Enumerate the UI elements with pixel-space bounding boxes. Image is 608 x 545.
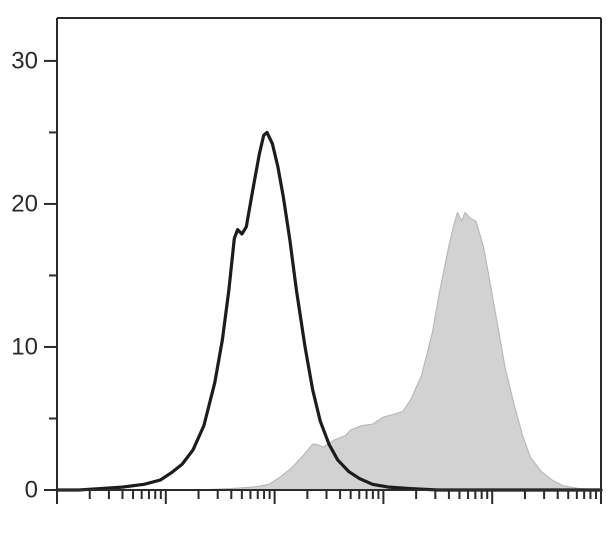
y-tick-label: 10: [11, 333, 38, 360]
chart-svg: 0 10 20 30: [0, 0, 608, 545]
y-tick-label: 30: [11, 47, 38, 74]
flow-histogram: 0 10 20 30: [0, 0, 608, 545]
y-tick-label: 0: [25, 476, 38, 503]
y-tick-label: 20: [11, 190, 38, 217]
